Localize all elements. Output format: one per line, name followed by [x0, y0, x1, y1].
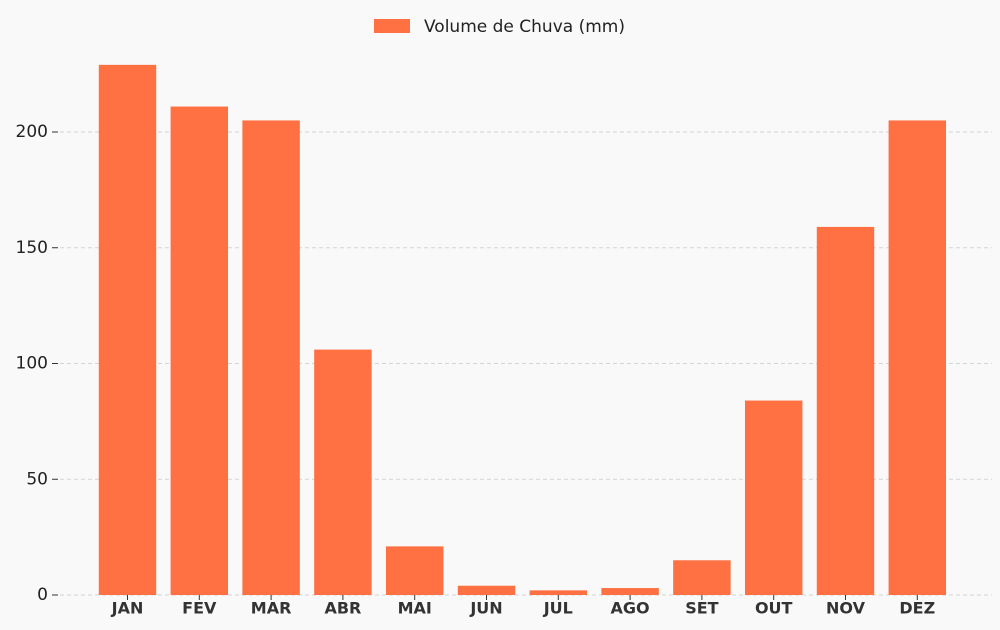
x-tick-label: MAI [398, 599, 432, 618]
bar [457, 585, 516, 595]
y-tick-label: 150 [16, 238, 48, 258]
x-tick-label: ABR [324, 599, 361, 618]
x-tick-label: JUL [543, 599, 573, 618]
bar [888, 120, 947, 596]
x-tick-label: MAR [251, 599, 292, 618]
x-tick-label: JAN [111, 599, 144, 618]
y-tick-label: 0 [37, 585, 48, 605]
bar [816, 226, 875, 596]
x-tick-label: NOV [826, 599, 866, 618]
x-tick-label: SET [685, 599, 718, 618]
x-tick-label: JUN [469, 599, 502, 618]
bar [98, 64, 157, 596]
bar [744, 400, 803, 595]
legend-swatch [374, 19, 410, 33]
y-tick-label: 50 [26, 469, 48, 489]
x-tick-label: FEV [182, 599, 217, 618]
x-tick-label: AGO [611, 599, 650, 618]
bar [314, 349, 372, 595]
x-tick-label: OUT [755, 599, 793, 618]
bar [673, 560, 731, 595]
y-tick-label: 200 [16, 122, 48, 142]
legend-label: Volume de Chuva (mm) [424, 17, 625, 37]
bar [601, 588, 659, 595]
x-tick-label: DEZ [899, 599, 935, 618]
bar [529, 590, 588, 595]
bar [242, 120, 300, 596]
bar [385, 546, 444, 595]
bar [170, 106, 229, 595]
y-tick-label: 100 [16, 354, 48, 374]
